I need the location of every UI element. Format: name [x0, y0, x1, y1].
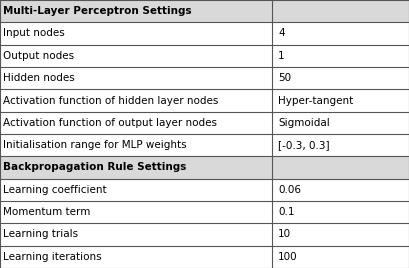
Bar	[0, 179, 272, 201]
Text: 1: 1	[278, 51, 285, 61]
Bar	[0, 112, 272, 134]
Text: Output nodes: Output nodes	[3, 51, 74, 61]
Bar	[0, 0, 272, 22]
Text: [-0.3, 0.3]: [-0.3, 0.3]	[278, 140, 330, 150]
Bar	[0, 22, 272, 45]
Text: 50: 50	[278, 73, 291, 83]
Text: Input nodes: Input nodes	[3, 28, 65, 39]
Bar	[272, 246, 409, 268]
Text: Learning trials: Learning trials	[3, 229, 79, 240]
Bar	[0, 223, 272, 246]
Text: Hyper-tangent: Hyper-tangent	[278, 95, 353, 106]
Bar	[272, 223, 409, 246]
Bar	[272, 0, 409, 22]
Bar	[0, 134, 272, 156]
Bar	[272, 112, 409, 134]
Bar	[272, 22, 409, 45]
Text: Backpropagation Rule Settings: Backpropagation Rule Settings	[3, 162, 187, 173]
Text: Activation function of hidden layer nodes: Activation function of hidden layer node…	[3, 95, 219, 106]
Bar	[0, 201, 272, 223]
Bar	[272, 89, 409, 112]
Text: Sigmoidal: Sigmoidal	[278, 118, 330, 128]
Bar	[272, 134, 409, 156]
Text: Multi-Layer Perceptron Settings: Multi-Layer Perceptron Settings	[3, 6, 192, 16]
Text: 0.1: 0.1	[278, 207, 294, 217]
Text: Activation function of output layer nodes: Activation function of output layer node…	[3, 118, 217, 128]
Text: 4: 4	[278, 28, 285, 39]
Text: Learning coefficient: Learning coefficient	[3, 185, 107, 195]
Bar	[272, 201, 409, 223]
Bar	[0, 67, 272, 89]
Bar	[0, 45, 272, 67]
Bar	[272, 179, 409, 201]
Bar	[272, 45, 409, 67]
Bar	[0, 246, 272, 268]
Text: Hidden nodes: Hidden nodes	[3, 73, 75, 83]
Text: Momentum term: Momentum term	[3, 207, 91, 217]
Bar	[0, 89, 272, 112]
Bar	[0, 156, 272, 179]
Text: 100: 100	[278, 252, 298, 262]
Text: 0.06: 0.06	[278, 185, 301, 195]
Text: 10: 10	[278, 229, 291, 240]
Bar	[272, 67, 409, 89]
Bar	[272, 156, 409, 179]
Text: Learning iterations: Learning iterations	[3, 252, 102, 262]
Text: Initialisation range for MLP weights: Initialisation range for MLP weights	[3, 140, 187, 150]
